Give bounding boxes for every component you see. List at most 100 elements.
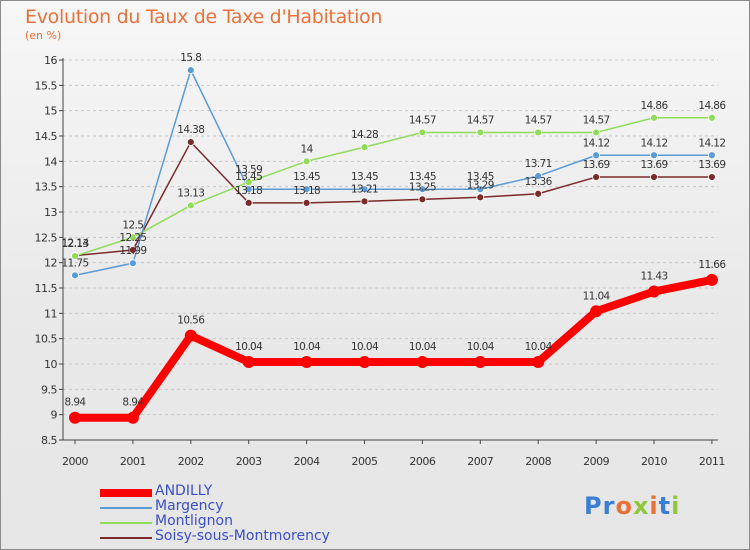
y-tick-label: 11 xyxy=(44,307,57,320)
data-label: 12.5 xyxy=(122,219,143,231)
logo-letter: i xyxy=(649,492,659,520)
legend-label-soisy: Soisy-sous-Montmorency xyxy=(155,528,330,544)
data-point xyxy=(360,143,369,152)
series-line-3 xyxy=(74,141,713,257)
data-label: 13.13 xyxy=(177,187,204,199)
data-label: 14.57 xyxy=(467,114,494,126)
data-point xyxy=(418,128,427,137)
data-label: 11.99 xyxy=(119,245,146,257)
data-label: 10.04 xyxy=(409,341,437,353)
chart-title: Evolution du Taux de Taxe d'Habitation xyxy=(25,6,383,28)
legend-item-montlignon[interactable]: Montlignon xyxy=(100,513,400,530)
data-point xyxy=(650,113,658,122)
x-tick-label: 2006 xyxy=(409,455,435,468)
data-label: 13.45 xyxy=(467,171,494,183)
data-point xyxy=(418,195,427,204)
data-label: 12.13 xyxy=(61,238,88,250)
x-tick-label: 2009 xyxy=(583,455,609,468)
legend-swatch-montlignon xyxy=(100,522,152,524)
y-tick-label: 9 xyxy=(51,409,58,422)
y-tick-label: 10.5 xyxy=(35,333,58,346)
series-line-0 xyxy=(71,275,716,422)
legend-item-soisy[interactable]: Soisy-sous-Montmorency xyxy=(100,528,400,545)
series-line-2 xyxy=(74,117,713,257)
tick-labels: 8.5 9 9.5 10 10.5 11 11.5 12 12.5 13 13.5 14 14.5 15 1… xyxy=(35,54,726,468)
legend-swatch-soisy xyxy=(100,537,152,539)
y-tick-label: 16 xyxy=(44,54,57,67)
data-label: 14 xyxy=(301,143,314,155)
legend-item-andilly[interactable]: ANDILLY xyxy=(100,483,400,500)
y-tick-label: 10 xyxy=(44,358,57,371)
data-point xyxy=(708,173,716,181)
data-point xyxy=(416,355,429,368)
data-point xyxy=(186,66,195,75)
series-points xyxy=(69,66,718,424)
data-point xyxy=(71,252,79,260)
data-label: 13.69 xyxy=(698,159,725,171)
logo-letter: P xyxy=(584,492,603,520)
data-label: 14.57 xyxy=(409,114,436,126)
y-tick-label: 14.5 xyxy=(35,130,58,143)
data-point xyxy=(244,198,253,207)
data-label: 10.04 xyxy=(293,341,321,353)
data-point xyxy=(302,198,311,207)
data-label: 11.75 xyxy=(61,257,88,269)
data-point xyxy=(128,259,137,268)
data-point xyxy=(302,185,311,194)
x-tick-label: 2007 xyxy=(467,455,493,468)
data-point xyxy=(128,233,137,242)
data-point xyxy=(126,411,139,424)
legend-item-margency[interactable]: Margency xyxy=(100,498,400,515)
data-label: 14.86 xyxy=(698,100,726,112)
data-point xyxy=(476,193,485,202)
data-label: 13.69 xyxy=(640,159,667,171)
data-point xyxy=(476,128,485,137)
x-tick-label: 2010 xyxy=(641,455,667,468)
data-point xyxy=(244,185,253,194)
y-tick-label: 14 xyxy=(44,155,57,168)
data-label: 14.12 xyxy=(583,137,610,149)
y-tick-label: 12.5 xyxy=(35,231,58,244)
y-tick-label: 13.5 xyxy=(35,181,58,194)
y-tick-label: 8.5 xyxy=(41,434,57,447)
data-label: 13.71 xyxy=(525,158,552,170)
logo-letter: x xyxy=(632,492,650,520)
data-point xyxy=(69,411,81,424)
data-point xyxy=(360,185,369,194)
data-label: 8.94 xyxy=(65,397,87,409)
y-tick-label: 11.5 xyxy=(35,282,58,295)
data-point xyxy=(418,185,427,194)
data-label: 12.14 xyxy=(61,238,89,250)
data-point xyxy=(708,113,716,122)
y-tick-label: 15 xyxy=(44,105,57,118)
data-label: 14.38 xyxy=(177,124,204,136)
data-label: 13.18 xyxy=(293,185,320,197)
data-label: 14.57 xyxy=(583,114,610,126)
data-label: 13.36 xyxy=(525,176,553,188)
data-label: 13.45 xyxy=(409,171,436,183)
x-tick-label: 2011 xyxy=(699,455,725,468)
data-label: 13.45 xyxy=(235,171,262,183)
x-tick-label: 2008 xyxy=(525,455,551,468)
data-point xyxy=(128,246,137,254)
logo-letter: t xyxy=(658,492,672,520)
data-label: 13.59 xyxy=(235,164,262,176)
data-label: 10.56 xyxy=(177,315,205,327)
x-tick-label: 2003 xyxy=(236,455,262,468)
legend-label-montlignon: Montlignon xyxy=(155,513,233,529)
x-tick-label: 2004 xyxy=(294,455,320,468)
data-label: 13.18 xyxy=(235,185,262,197)
data-point xyxy=(534,172,543,180)
x-tick-label: 2002 xyxy=(178,455,204,468)
x-tick-label: 2001 xyxy=(120,455,146,468)
data-label: 10.04 xyxy=(235,341,263,353)
legend-label-andilly: ANDILLY xyxy=(155,483,213,499)
data-point xyxy=(705,273,718,286)
logo-letter: r xyxy=(602,492,616,520)
data-point xyxy=(534,189,543,198)
logo-letter: o xyxy=(615,492,633,520)
data-point xyxy=(590,305,603,318)
data-label: 11.43 xyxy=(640,271,667,283)
data-point xyxy=(184,329,197,342)
